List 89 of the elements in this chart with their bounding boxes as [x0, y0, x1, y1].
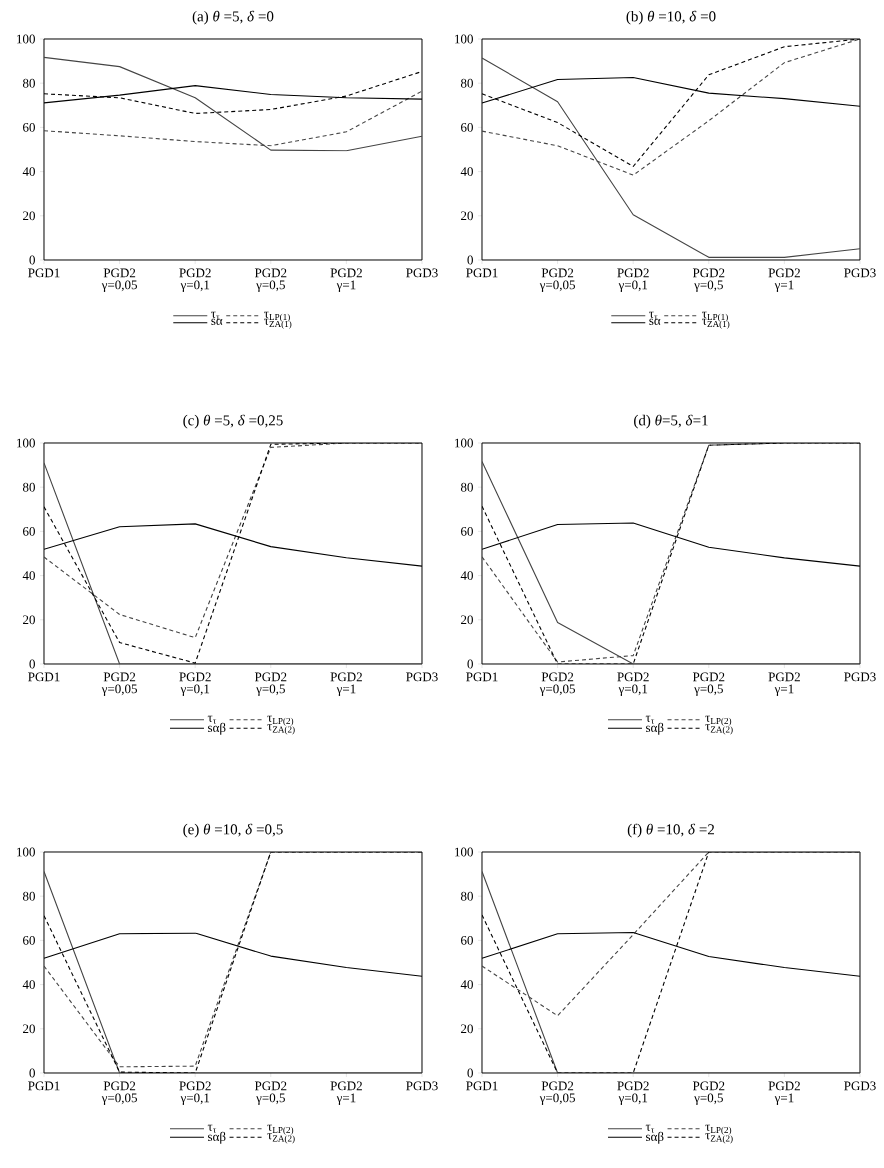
- y-tick-label: 0: [29, 255, 35, 265]
- x-tick-label: PGD2 γ=0,5: [254, 1081, 287, 1105]
- x-tick-label: PGD2 γ=0,5: [692, 1081, 725, 1105]
- legend-label: sαβ: [208, 722, 226, 735]
- y-tick-label: 40: [22, 980, 35, 989]
- y-tick-label: 0: [467, 659, 473, 669]
- x-tick-label: PGD2 γ=0,1: [617, 1081, 649, 1105]
- y-tick-label: 40: [460, 571, 473, 580]
- y-tick-label: 80: [22, 482, 35, 492]
- line-series: [44, 56, 422, 152]
- x-tick-label: PGD2 γ=1: [330, 268, 362, 292]
- legend-label: sαβ: [646, 722, 664, 735]
- x-tick-label: PGD3: [844, 1081, 876, 1091]
- x-tick-label: PGD1: [28, 268, 60, 278]
- y-tick-label: 40: [460, 167, 473, 176]
- y-tick-label: 0: [467, 255, 473, 265]
- x-tick-label: PGD2 γ=0,5: [254, 268, 287, 292]
- x-tick-label: PGD2 γ=0,05: [539, 268, 575, 292]
- y-tick-label: 100: [455, 847, 473, 857]
- y-tick-label: 40: [460, 980, 473, 989]
- x-tick-label: PGD1: [466, 268, 498, 278]
- y-tick-label: 60: [461, 936, 473, 945]
- x-tick-label: PGD2 γ=0,1: [179, 268, 211, 292]
- chart-title: (c) θ =5, δ =0,25: [183, 414, 283, 429]
- y-tick-label: 20: [461, 211, 473, 221]
- y-tick-label: 60: [23, 936, 35, 945]
- x-tick-label: PGD2 γ=0,05: [539, 672, 575, 696]
- y-tick-label: 60: [461, 123, 473, 132]
- y-tick-label: 100: [17, 34, 35, 44]
- x-tick-label: PGD3: [406, 1081, 438, 1091]
- y-tick-label: 80: [22, 78, 35, 88]
- y-tick-label: 80: [460, 78, 473, 88]
- x-tick-label: PGD1: [466, 672, 498, 682]
- y-tick-label: 100: [455, 438, 473, 448]
- x-tick-label: PGD1: [28, 1081, 60, 1091]
- x-tick-label: PGD1: [466, 1081, 498, 1091]
- x-tick-label: PGD2 γ=0,05: [539, 1081, 575, 1105]
- chart-title: (d) θ=5, δ=1: [634, 414, 708, 429]
- chart-title: (b) θ =10, δ =0: [626, 10, 716, 25]
- x-tick-label: PGD3: [844, 672, 876, 682]
- y-tick-label: 80: [22, 891, 35, 901]
- x-tick-label: PGD2 γ=0,1: [617, 672, 649, 696]
- legend-label: sαβ: [646, 1131, 664, 1144]
- x-tick-label: PGD3: [844, 268, 876, 278]
- chart-title: (f) θ =10, δ =2: [627, 823, 714, 838]
- y-tick-label: 40: [22, 167, 35, 176]
- legend-label: τ$_{τ}$: [207, 1124, 217, 1133]
- y-tick-label: 20: [23, 211, 35, 221]
- x-tick-label: PGD2 γ=1: [330, 1081, 362, 1105]
- y-tick-label: 80: [460, 891, 473, 901]
- x-tick-label: PGD2 γ=0,1: [617, 268, 649, 292]
- y-tick-label: 40: [22, 571, 35, 580]
- x-tick-label: PGD2 γ=1: [768, 1081, 800, 1105]
- legend-label: sα: [211, 318, 223, 325]
- x-tick-label: PGD2 γ=0,1: [179, 672, 211, 696]
- x-tick-label: PGD2 γ=1: [768, 672, 800, 696]
- y-tick-label: 60: [23, 123, 35, 132]
- chart-title: (a) θ =5, δ =0: [192, 10, 274, 25]
- y-tick-label: 100: [17, 847, 35, 857]
- y-tick-label: 20: [461, 615, 473, 625]
- x-tick-label: PGD2 γ=0,5: [692, 268, 725, 292]
- y-tick-label: 0: [29, 659, 35, 669]
- x-tick-label: PGD2 γ=0,05: [101, 268, 137, 292]
- y-tick-label: 100: [455, 34, 473, 44]
- y-tick-label: 0: [29, 1068, 35, 1078]
- x-tick-label: PGD2 γ=0,05: [101, 672, 137, 696]
- y-tick-label: 60: [461, 527, 473, 536]
- y-tick-label: 20: [23, 615, 35, 625]
- x-tick-label: PGD3: [406, 268, 438, 278]
- y-tick-label: 0: [467, 1068, 473, 1078]
- x-tick-label: PGD2 γ=0,1: [179, 1081, 211, 1105]
- legend-label: τ$_{τ}$: [207, 715, 217, 724]
- legend-label: τ$_{τ}$: [645, 715, 655, 724]
- legend-label: sαβ: [208, 1131, 226, 1144]
- y-tick-label: 20: [23, 1024, 35, 1034]
- legend-label: sα: [649, 318, 661, 325]
- x-tick-label: PGD2 γ=1: [768, 268, 800, 292]
- x-tick-label: PGD2 γ=1: [330, 672, 362, 696]
- y-tick-label: 20: [461, 1024, 473, 1034]
- y-tick-label: 80: [460, 482, 473, 492]
- x-tick-label: PGD3: [406, 672, 438, 682]
- legend-label: τ$_{τ}$: [645, 1124, 655, 1133]
- x-tick-label: PGD2 γ=0,5: [254, 672, 287, 696]
- y-tick-label: 60: [23, 527, 35, 536]
- x-tick-label: PGD1: [28, 672, 60, 682]
- y-tick-label: 100: [17, 438, 35, 448]
- x-tick-label: PGD2 γ=0,5: [692, 672, 725, 696]
- chart-title: (e) θ =10, δ =0,5: [183, 823, 283, 838]
- x-tick-label: PGD2 γ=0,05: [101, 1081, 137, 1105]
